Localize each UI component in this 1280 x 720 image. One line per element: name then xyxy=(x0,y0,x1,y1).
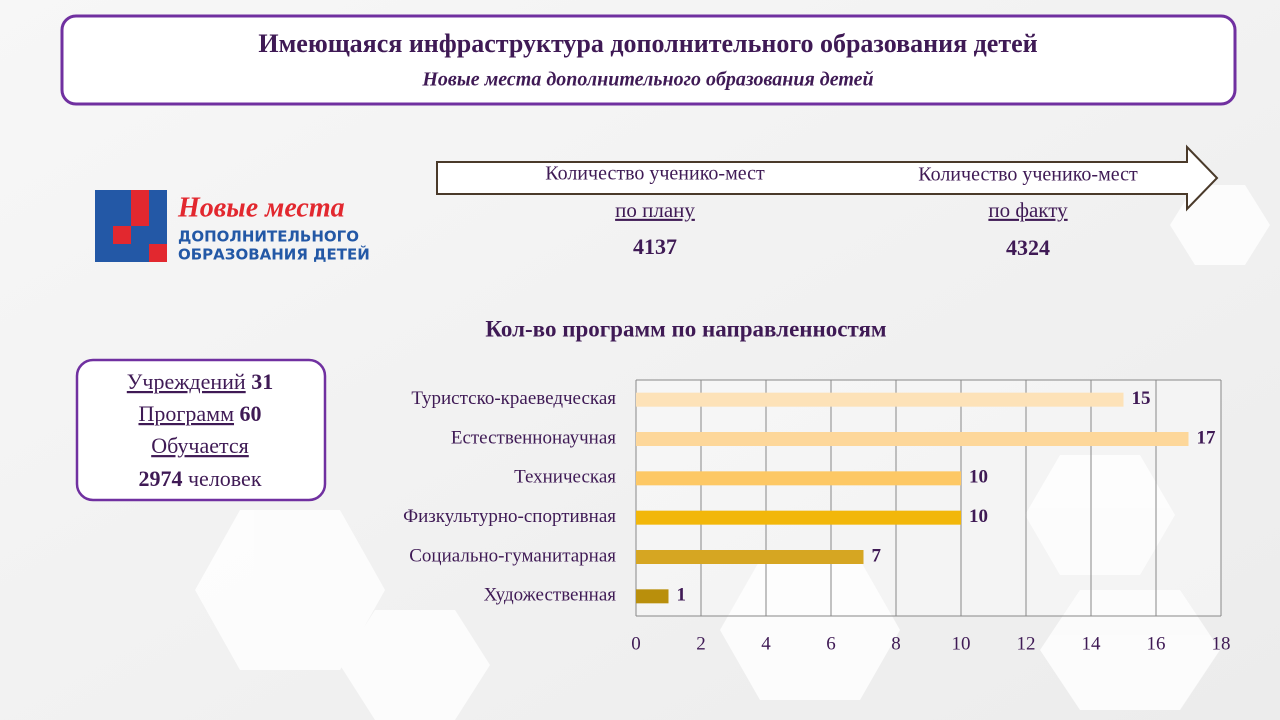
data-label: 15 xyxy=(1132,388,1151,409)
y-tick-label: Туристско-краеведческая xyxy=(411,388,616,409)
plan-label: Количество ученико-мест xyxy=(545,163,765,185)
x-tick-label: 10 xyxy=(952,633,971,654)
summary-value: 2974 xyxy=(138,466,182,491)
x-tick-label: 16 xyxy=(1147,633,1166,654)
bar xyxy=(636,471,961,486)
x-tick-label: 2 xyxy=(696,633,706,654)
fact-label: Количество ученико-мест xyxy=(918,164,1138,186)
plan-value: 4137 xyxy=(633,234,677,259)
decor-hexagons xyxy=(195,185,1270,720)
summary-box xyxy=(75,358,327,502)
bar xyxy=(636,550,864,564)
chart-title: Кол-во программ по направленностям xyxy=(485,316,886,341)
data-label: 10 xyxy=(969,467,988,488)
y-tick-label: Художественная xyxy=(484,585,617,606)
summary-label: Учреждений xyxy=(127,369,246,394)
x-tick-label: 14 xyxy=(1082,633,1102,654)
summary-value: 60 xyxy=(240,401,262,426)
logo-mark xyxy=(131,190,149,226)
bar xyxy=(636,432,1189,446)
x-tick-label: 8 xyxy=(891,633,901,654)
x-tick-label: 18 xyxy=(1212,633,1231,654)
subtitle: Новые места дополнительного образования … xyxy=(421,69,873,91)
x-tick-label: 4 xyxy=(761,633,771,654)
y-tick-label: Физкультурно-спортивная xyxy=(403,506,616,527)
logo-title: Новые места xyxy=(177,192,345,223)
fact-value: 4324 xyxy=(1006,235,1050,260)
y-tick-label: Естественнонаучная xyxy=(451,427,616,448)
arrow xyxy=(436,144,1219,212)
summary-line: 2974 человек xyxy=(138,466,261,491)
summary-label: Программ xyxy=(138,401,234,426)
y-tick-label: Техническая xyxy=(514,467,616,488)
plot-area xyxy=(636,380,1221,616)
data-label: 1 xyxy=(677,585,687,606)
x-tick-label: 0 xyxy=(631,633,641,654)
logo-line: ОБРАЗОВАНИЯ ДЕТЕЙ xyxy=(178,245,370,264)
header-box xyxy=(60,14,1237,106)
logo-mark xyxy=(113,226,131,244)
title: Имеющаяся инфраструктура дополнительного… xyxy=(258,29,1037,58)
bar xyxy=(636,589,669,604)
x-tick-label: 12 xyxy=(1017,633,1036,654)
y-tick-label: Социально-гуманитарная xyxy=(409,545,616,566)
summary-unit: человек xyxy=(188,466,262,491)
logo-mark xyxy=(149,244,167,262)
data-label: 17 xyxy=(1197,427,1217,448)
plan-sub: по плану xyxy=(615,198,695,222)
summary-line: Программ 60 xyxy=(138,401,261,426)
bar xyxy=(636,510,961,525)
x-tick-label: 6 xyxy=(826,633,836,654)
fact-sub: по факту xyxy=(988,198,1068,222)
data-label: 7 xyxy=(872,545,882,566)
summary-line: Учреждений 31 xyxy=(127,369,273,394)
summary-label: Обучается xyxy=(151,433,249,458)
logo: Новые места ДОПОЛНИТЕЛЬНОГО ОБРАЗОВАНИЯ … xyxy=(95,190,370,264)
logo-line: ДОПОЛНИТЕЛЬНОГО xyxy=(178,228,359,246)
bar xyxy=(636,392,1124,407)
summary-value: 31 xyxy=(251,369,273,394)
data-label: 10 xyxy=(969,506,988,527)
